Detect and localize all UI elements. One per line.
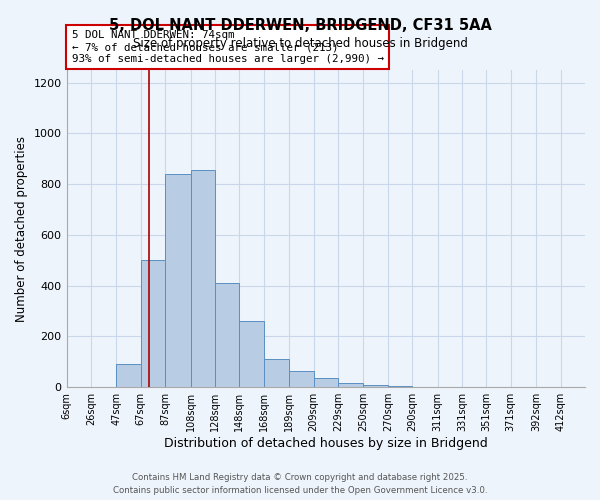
Bar: [91, 386, 116, 387]
Bar: [165, 174, 191, 387]
Text: 5 DOL NANT DDERWEN: 74sqm
← 7% of detached houses are smaller (213)
93% of semi-: 5 DOL NANT DDERWEN: 74sqm ← 7% of detach…: [72, 30, 384, 64]
Bar: [388, 386, 412, 387]
Bar: [289, 370, 314, 387]
Text: Contains HM Land Registry data © Crown copyright and database right 2025.: Contains HM Land Registry data © Crown c…: [132, 474, 468, 482]
Bar: [560, 386, 585, 387]
Bar: [67, 386, 91, 387]
Bar: [462, 386, 487, 387]
Bar: [412, 386, 438, 387]
Text: Contains public sector information licensed under the Open Government Licence v3: Contains public sector information licen…: [113, 486, 487, 495]
Bar: [314, 378, 338, 387]
Bar: [215, 283, 239, 387]
Bar: [438, 386, 462, 387]
Bar: [239, 321, 264, 387]
Bar: [116, 364, 141, 387]
Bar: [511, 386, 536, 387]
Bar: [141, 260, 165, 387]
Bar: [264, 360, 289, 387]
Bar: [191, 170, 215, 387]
X-axis label: Distribution of detached houses by size in Bridgend: Distribution of detached houses by size …: [164, 437, 488, 450]
Y-axis label: Number of detached properties: Number of detached properties: [15, 136, 28, 322]
Bar: [364, 384, 388, 387]
Bar: [338, 384, 364, 387]
Text: Size of property relative to detached houses in Bridgend: Size of property relative to detached ho…: [133, 38, 467, 51]
Text: 5, DOL NANT DDERWEN, BRIDGEND, CF31 5AA: 5, DOL NANT DDERWEN, BRIDGEND, CF31 5AA: [109, 18, 491, 32]
